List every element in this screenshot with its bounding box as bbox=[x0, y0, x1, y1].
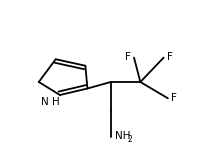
Text: F: F bbox=[171, 93, 177, 103]
Text: N: N bbox=[41, 96, 49, 106]
Text: NH: NH bbox=[115, 132, 131, 142]
Text: H: H bbox=[52, 97, 60, 107]
Text: F: F bbox=[167, 52, 173, 62]
Text: F: F bbox=[125, 52, 131, 62]
Text: 2: 2 bbox=[127, 135, 132, 144]
